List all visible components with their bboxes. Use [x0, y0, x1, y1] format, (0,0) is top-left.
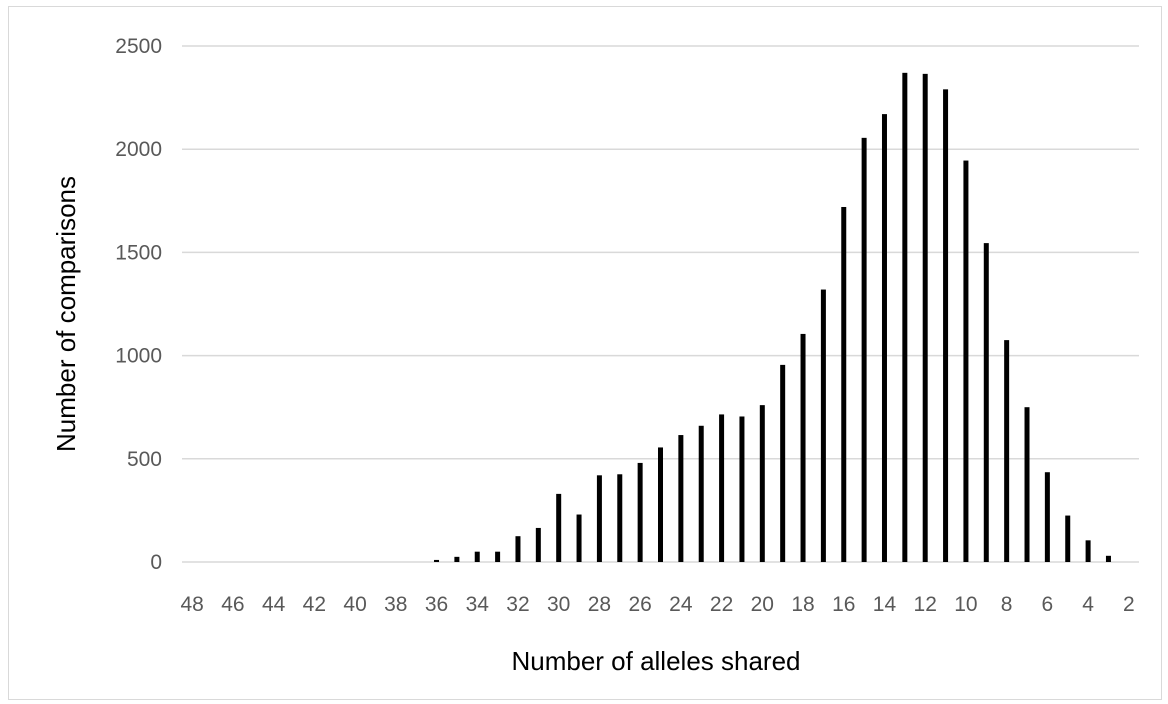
bar-series — [434, 72, 1111, 563]
y-tick-label: 2500 — [115, 35, 162, 58]
bar-36 — [434, 559, 440, 562]
x-tick-label: 6 — [1042, 593, 1054, 616]
x-tick-label: 46 — [221, 593, 244, 616]
y-tick-label: 2000 — [115, 138, 162, 161]
x-tick-label: 24 — [669, 593, 693, 616]
x-tick-label: 38 — [384, 593, 407, 616]
bar-11 — [943, 89, 949, 563]
x-tick-label: 10 — [954, 593, 977, 616]
bar-12 — [922, 73, 928, 562]
bar-15 — [861, 137, 867, 562]
x-tick-label: 32 — [506, 593, 529, 616]
x-tick-label: 42 — [303, 593, 326, 616]
chart-area: 0 500 1000 1500 2000 2500 48 46 44 42 40 38 36 34 32 3… — [8, 6, 1162, 700]
bar-30 — [556, 493, 562, 562]
bar-4 — [1085, 540, 1091, 562]
bar-13 — [902, 72, 908, 562]
gridlines — [182, 45, 1139, 563]
bar-23 — [698, 425, 704, 562]
bar-34 — [474, 551, 480, 562]
bar-9 — [983, 243, 989, 562]
x-axis-tick-labels: 48 46 44 42 40 38 36 34 32 30 28 26 24 22 20 18 16 14 12 10… — [181, 593, 1135, 616]
y-tick-label: 0 — [150, 551, 162, 574]
bar-22 — [719, 414, 725, 562]
bar-3 — [1105, 555, 1111, 562]
x-tick-label: 36 — [425, 593, 448, 616]
x-tick-label: 2 — [1123, 593, 1135, 616]
x-tick-label: 44 — [262, 593, 286, 616]
y-tick-label: 500 — [127, 448, 162, 471]
bar-7 — [1024, 407, 1030, 562]
x-tick-label: 40 — [343, 593, 366, 616]
x-tick-label: 20 — [751, 593, 774, 616]
bar-14 — [881, 114, 887, 562]
bar-8 — [1004, 340, 1010, 562]
x-axis-title: Number of alleles shared — [511, 646, 800, 676]
x-tick-label: 16 — [832, 593, 855, 616]
bar-32 — [515, 536, 521, 562]
y-axis-tick-labels: 0 500 1000 1500 2000 2500 — [115, 35, 162, 574]
y-tick-label: 1500 — [115, 241, 162, 264]
bar-5 — [1065, 515, 1071, 562]
bar-18 — [800, 333, 806, 562]
x-tick-label: 12 — [914, 593, 937, 616]
bar-35 — [454, 556, 460, 562]
x-tick-label: 18 — [791, 593, 814, 616]
bar-24 — [678, 435, 684, 562]
bar-19 — [780, 364, 786, 562]
x-tick-label: 28 — [588, 593, 611, 616]
x-tick-label: 34 — [466, 593, 490, 616]
bar-29 — [576, 514, 582, 562]
bar-31 — [535, 527, 541, 562]
bar-28 — [596, 475, 602, 562]
bar-33 — [495, 551, 501, 562]
x-tick-label: 48 — [181, 593, 204, 616]
x-tick-label: 8 — [1001, 593, 1013, 616]
bar-27 — [617, 474, 623, 562]
bar-20 — [759, 405, 765, 562]
bar-6 — [1044, 472, 1050, 562]
x-tick-label: 30 — [547, 593, 570, 616]
x-tick-label: 22 — [710, 593, 733, 616]
x-tick-label: 4 — [1082, 593, 1094, 616]
bar-17 — [820, 289, 826, 562]
y-axis-title: Number of comparisons — [51, 176, 81, 452]
bar-16 — [841, 206, 847, 562]
x-tick-label: 14 — [873, 593, 897, 616]
bar-10 — [963, 160, 969, 562]
bar-21 — [739, 416, 745, 562]
x-tick-label: 26 — [628, 593, 651, 616]
bar-25 — [658, 447, 663, 562]
bar-26 — [637, 462, 643, 562]
y-tick-label: 1000 — [115, 345, 162, 368]
